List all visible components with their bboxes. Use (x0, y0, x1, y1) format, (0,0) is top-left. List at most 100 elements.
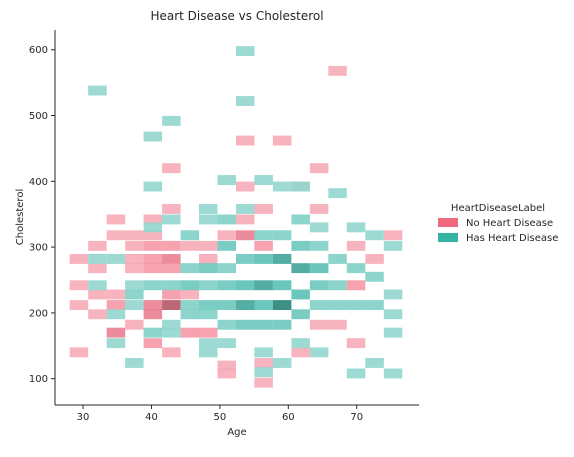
cell-no-heart-disease-49 (254, 358, 273, 368)
cell-no-heart-disease-29 (162, 254, 181, 264)
cell-no-heart-disease-38 (199, 254, 218, 264)
cell-no-heart-disease-47 (254, 204, 273, 214)
cell-no-heart-disease-62 (365, 254, 384, 264)
cell-has-heart-disease-72 (309, 263, 329, 274)
cell-has-heart-disease-14 (143, 327, 163, 338)
cell-no-heart-disease-5 (88, 263, 107, 274)
axes-layer (54, 30, 419, 406)
cell-has-heart-disease-86 (365, 300, 384, 310)
cell-has-heart-disease-77 (328, 254, 347, 264)
cell-no-heart-disease-8 (106, 214, 126, 225)
cell-has-heart-disease-2 (88, 280, 107, 291)
cell-has-heart-disease-58 (272, 254, 292, 264)
cell-no-heart-disease-55 (309, 204, 329, 214)
cell-no-heart-disease-0 (69, 254, 89, 264)
cell-no-heart-disease-27 (162, 204, 181, 214)
cell-no-heart-disease-28 (162, 240, 181, 251)
cell-has-heart-disease-23 (180, 300, 200, 310)
cell-has-heart-disease-28 (199, 280, 218, 291)
cell-has-heart-disease-69 (291, 338, 310, 349)
cell-has-heart-disease-55 (254, 367, 273, 378)
cell-no-heart-disease-18 (143, 214, 163, 225)
x-tick-label-4: 70 (350, 412, 363, 423)
cell-has-heart-disease-71 (309, 240, 329, 251)
cell-no-heart-disease-24 (143, 309, 163, 320)
cell-has-heart-disease-54 (254, 347, 273, 358)
cell-has-heart-disease-21 (180, 263, 200, 274)
y-tick-label-4: 500 (29, 111, 48, 122)
cell-has-heart-disease-1 (88, 254, 107, 264)
cell-has-heart-disease-20 (180, 230, 200, 241)
cell-no-heart-disease-37 (199, 240, 218, 251)
y-tick-label-3: 400 (29, 177, 48, 188)
cell-has-heart-disease-52 (254, 300, 273, 310)
cell-no-heart-disease-58 (328, 319, 347, 330)
cell-has-heart-disease-27 (199, 263, 218, 274)
legend-title: HeartDiseaseLabel (451, 203, 545, 214)
cell-no-heart-disease-3 (69, 347, 89, 358)
cell-no-heart-disease-36 (180, 327, 200, 338)
cell-no-heart-disease-9 (106, 230, 126, 241)
cell-has-heart-disease-47 (236, 319, 255, 330)
cell-has-heart-disease-30 (199, 309, 218, 320)
cell-no-heart-disease-63 (383, 230, 403, 241)
cell-no-heart-disease-25 (143, 338, 163, 349)
cell-no-heart-disease-51 (272, 135, 292, 146)
cell-has-heart-disease-0 (88, 85, 107, 96)
cell-has-heart-disease-19 (162, 327, 181, 338)
cell-has-heart-disease-34 (217, 214, 236, 225)
cell-has-heart-disease-35 (217, 240, 236, 251)
cell-has-heart-disease-48 (254, 175, 273, 185)
cell-has-heart-disease-49 (254, 230, 273, 241)
cell-no-heart-disease-4 (88, 240, 107, 251)
cell-has-heart-disease-5 (106, 338, 126, 349)
cell-has-heart-disease-6 (125, 280, 144, 291)
cell-has-heart-disease-3 (106, 254, 126, 264)
cell-has-heart-disease-33 (217, 175, 236, 185)
cell-no-heart-disease-45 (236, 214, 255, 225)
cell-no-heart-disease-60 (346, 280, 366, 291)
cell-has-heart-disease-92 (383, 368, 403, 379)
cell-has-heart-disease-17 (162, 280, 181, 291)
cell-has-heart-disease-29 (199, 300, 218, 310)
cell-no-heart-disease-41 (217, 360, 236, 371)
cell-no-heart-disease-21 (143, 254, 163, 264)
cell-has-heart-disease-89 (383, 289, 403, 300)
cell-no-heart-disease-48 (254, 240, 273, 251)
cell-has-heart-disease-64 (291, 214, 310, 225)
cell-no-heart-disease-34 (180, 240, 200, 251)
cell-has-heart-disease-57 (272, 230, 292, 241)
cell-has-heart-disease-45 (236, 280, 255, 291)
cell-has-heart-disease-90 (383, 309, 403, 320)
cell-has-heart-disease-73 (309, 280, 329, 291)
cell-has-heart-disease-31 (199, 338, 218, 349)
cell-no-heart-disease-33 (162, 347, 181, 358)
x-axis-label: Age (227, 427, 246, 438)
cell-has-heart-disease-25 (199, 204, 218, 214)
cell-has-heart-disease-78 (328, 280, 347, 291)
cell-has-heart-disease-66 (291, 263, 310, 274)
cell-has-heart-disease-7 (125, 289, 144, 300)
cell-has-heart-disease-40 (217, 338, 236, 349)
legend-label-no-heart-disease: No Heart Disease (466, 218, 553, 229)
cell-no-heart-disease-26 (162, 163, 181, 174)
cell-no-heart-disease-2 (69, 300, 89, 310)
cell-has-heart-disease-75 (309, 347, 329, 358)
x-tick-label-0: 30 (77, 412, 90, 423)
cell-has-heart-disease-32 (199, 347, 218, 358)
y-tick-label-0: 100 (29, 374, 48, 385)
cell-no-heart-disease-30 (162, 263, 181, 274)
cell-has-heart-disease-46 (236, 300, 255, 310)
cell-has-heart-disease-38 (217, 300, 236, 310)
cell-no-heart-disease-15 (125, 254, 144, 264)
cell-no-heart-disease-22 (143, 263, 163, 274)
cell-has-heart-disease-82 (346, 300, 366, 310)
cell-no-heart-disease-43 (236, 135, 255, 146)
cell-has-heart-disease-10 (143, 131, 163, 142)
cell-has-heart-disease-50 (254, 254, 273, 264)
cell-has-heart-disease-80 (346, 222, 366, 233)
cell-no-heart-disease-16 (125, 263, 144, 274)
cell-has-heart-disease-12 (143, 222, 163, 233)
